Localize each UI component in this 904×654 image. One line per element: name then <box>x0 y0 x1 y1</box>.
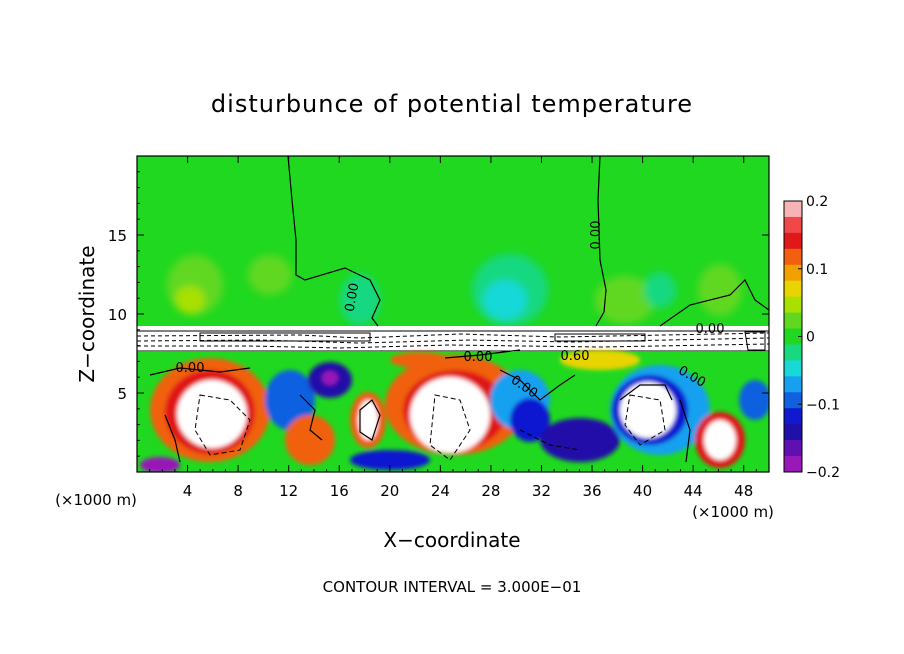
colorbar-swatch <box>784 216 802 234</box>
colorbar-swatch <box>784 424 802 441</box>
contour-label: 0.00 <box>343 282 363 313</box>
upper-layer <box>137 156 769 336</box>
upper-layer-features <box>167 254 742 326</box>
colorbar-tick-label: 0.2 <box>806 194 828 210</box>
colorbar-swatch <box>784 264 802 282</box>
contour-label: 0.00 <box>464 350 493 365</box>
y-axis: 5 10 15 <box>108 171 769 457</box>
colorbar-swatch <box>784 408 802 425</box>
x-unit-left: (×1000 m) <box>55 491 137 509</box>
chart-title: disturbunce of potential temperature <box>211 90 693 118</box>
turbulent-cells <box>140 350 769 472</box>
x-tick-label: 44 <box>684 482 703 500</box>
x-tick-label: 48 <box>734 482 753 500</box>
colorbar-tick-label: −0.2 <box>806 465 840 481</box>
x-tick-label: 8 <box>233 482 243 500</box>
colorbar: 0.2 0.1 0 −0.1 −0.2 <box>783 194 840 481</box>
y-tick-label: 10 <box>108 306 127 324</box>
colorbar-swatch <box>784 392 802 409</box>
contour-label: 0.00 <box>176 361 205 376</box>
inversion-contours <box>137 330 769 352</box>
y-tick-label: 5 <box>117 385 127 403</box>
contour-interval-note: CONTOUR INTERVAL = 3.000E−01 <box>323 578 582 596</box>
colorbar-swatch <box>784 360 802 377</box>
contour-label: 0.60 <box>561 349 590 364</box>
contour-lines <box>149 156 769 463</box>
colorbar-swatch <box>784 344 802 361</box>
y-axis-label: Z−coordinate <box>75 245 99 382</box>
x-tick-label: 24 <box>431 482 450 500</box>
x-axis: 4 8 12 16 20 24 28 32 36 40 44 48 <box>149 156 757 500</box>
heatmap-field <box>137 156 769 472</box>
dashed-contours <box>194 394 666 461</box>
y-tick-label: 15 <box>108 227 127 245</box>
colorbar-swatch <box>784 296 802 314</box>
contour-label: 0.00 <box>696 322 725 337</box>
contour-label: 0.00 <box>589 221 604 250</box>
colorbar-swatch <box>784 440 802 457</box>
x-tick-label: 12 <box>279 482 298 500</box>
x-axis-label: X−coordinate <box>383 528 520 552</box>
x-tick-label: 4 <box>183 482 193 500</box>
colorbar-swatch <box>784 248 802 266</box>
colorbar-tick-label: −0.1 <box>806 397 840 413</box>
x-tick-label: 20 <box>380 482 399 500</box>
colorbar-swatch <box>784 312 802 330</box>
x-tick-label: 40 <box>633 482 652 500</box>
colorbar-swatch <box>784 232 802 250</box>
x-tick-label: 36 <box>582 482 601 500</box>
colorbar-swatch <box>784 201 802 218</box>
colorbar-swatch <box>784 456 802 473</box>
x-unit-right: (×1000 m) <box>692 503 774 521</box>
colorbar-swatch <box>784 280 802 298</box>
colorbar-swatch <box>784 376 802 393</box>
colorbar-swatch <box>784 328 802 345</box>
x-tick-label: 28 <box>481 482 500 500</box>
colorbar-tick-label: 0 <box>806 330 815 346</box>
colorbar-tick-label: 0.1 <box>806 262 828 278</box>
x-tick-label: 16 <box>330 482 349 500</box>
x-tick-label: 32 <box>532 482 551 500</box>
